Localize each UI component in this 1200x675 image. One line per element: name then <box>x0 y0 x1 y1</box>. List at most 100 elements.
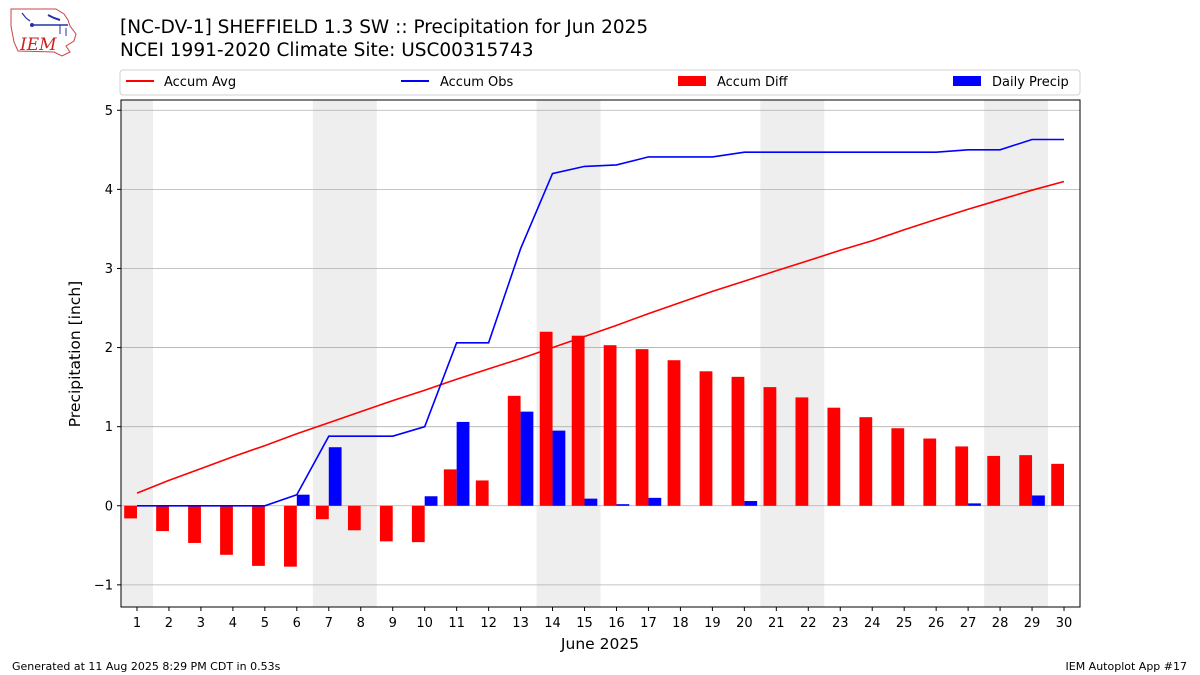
x-tick-label-6: 6 <box>293 616 301 631</box>
accum-diff-bar-6 <box>284 505 297 567</box>
x-tick-label-5: 5 <box>261 616 269 631</box>
accum-diff-bar-2 <box>156 505 169 532</box>
y-tick-label-3: 2 <box>105 341 113 356</box>
daily-precip-bar-10 <box>424 496 438 506</box>
daily-precip-bar-16 <box>616 504 630 506</box>
legend-label-accum-diff: Accum Diff <box>717 75 789 90</box>
accum-diff-bar-23 <box>827 407 841 506</box>
daily-precip-bar-11 <box>456 421 470 506</box>
chart-subtitle: NCEI 1991-2020 Climate Site: USC00315743 <box>120 40 534 61</box>
y-tick-label-2: 1 <box>105 420 113 435</box>
x-tick-label-11: 11 <box>448 616 465 631</box>
y-tick-label-1: 0 <box>105 499 113 514</box>
accum-obs-line <box>137 138 1064 507</box>
daily-precip-bar-15 <box>584 498 598 506</box>
x-tick-label-10: 10 <box>416 616 433 631</box>
line-marks <box>136 138 1065 507</box>
weekend-shading <box>121 100 1049 607</box>
plot-frame <box>120 99 1081 608</box>
logo-text: IEM <box>19 35 57 55</box>
daily-precip-bar-7 <box>328 447 342 506</box>
accum-diff-bar-5 <box>252 505 265 566</box>
accum-diff-bar-9 <box>379 505 393 542</box>
x-tick-label-1: 1 <box>133 616 141 631</box>
x-tick-label-23: 23 <box>832 616 849 631</box>
daily-precip-bar-13 <box>520 411 534 506</box>
accum-diff-bar-27 <box>955 446 969 506</box>
accum-diff-bar-19 <box>699 371 713 506</box>
daily-precip-bar-20 <box>744 501 758 506</box>
x-tick-label-3: 3 <box>197 616 205 631</box>
y-tick-label-0: −1 <box>94 578 113 593</box>
x-tick-label-16: 16 <box>608 616 625 631</box>
x-tick-label-21: 21 <box>768 616 785 631</box>
weekend-band-1 <box>312 100 377 607</box>
accum-diff-bar-3 <box>188 505 201 543</box>
x-tick-label-9: 9 <box>389 616 397 631</box>
x-tick-label-19: 19 <box>704 616 721 631</box>
accum-diff-bar-10 <box>411 505 425 543</box>
accum-diff-bar-17 <box>635 349 649 506</box>
x-tick-label-28: 28 <box>992 616 1009 631</box>
chart-legend: Accum Avg Accum Obs Accum Diff Daily Precip <box>119 69 1081 96</box>
chart-title: [NC-DV-1] SHEFFIELD 1.3 SW :: Precipitat… <box>120 17 649 38</box>
x-tick-label-14: 14 <box>544 616 561 631</box>
x-tick-label-8: 8 <box>357 616 365 631</box>
x-tick-label-26: 26 <box>928 616 945 631</box>
x-tick-label-12: 12 <box>480 616 497 631</box>
x-tick-label-17: 17 <box>640 616 657 631</box>
accum-diff-bar-14 <box>539 331 553 506</box>
iem-logo-icon: IEM <box>10 8 77 57</box>
legend-label-daily-precip: Daily Precip <box>992 75 1069 90</box>
accum-diff-bar-26 <box>923 438 937 506</box>
x-tick-label-4: 4 <box>229 616 237 631</box>
accum-diff-bar-22 <box>795 397 809 506</box>
x-axis-label: June 2025 <box>560 635 639 653</box>
accum-diff-bar-12 <box>475 480 489 506</box>
x-tick-label-20: 20 <box>736 616 753 631</box>
legend-label-accum-obs: Accum Obs <box>440 75 513 90</box>
accum-diff-bar-13 <box>507 395 521 506</box>
y-axis-label: Precipitation [inch] <box>66 281 84 427</box>
x-tick-label-22: 22 <box>800 616 817 631</box>
x-tick-label-24: 24 <box>864 616 881 631</box>
accum-diff-bar-11 <box>443 469 457 506</box>
daily-precip-bar-17 <box>648 497 662 506</box>
accum-diff-bar-16 <box>603 345 617 506</box>
accum-diff-bar-30 <box>1051 463 1065 506</box>
x-tick-label-29: 29 <box>1024 616 1041 631</box>
accum-diff-bar-24 <box>859 417 873 506</box>
accum-diff-bar-4 <box>220 505 233 555</box>
bar-marks <box>124 331 1065 567</box>
legend-swatch-accum-diff <box>678 76 706 86</box>
x-tick-label-25: 25 <box>896 616 913 631</box>
daily-precip-bar-14 <box>552 430 566 506</box>
generated-timestamp: Generated at 11 Aug 2025 8:29 PM CDT in … <box>12 660 281 673</box>
accum-diff-bar-21 <box>763 387 777 506</box>
weekend-band-3 <box>760 100 825 607</box>
x-tick-label-30: 30 <box>1056 616 1073 631</box>
weekend-band-4 <box>984 100 1049 607</box>
legend-label-accum-avg: Accum Avg <box>164 75 236 90</box>
accum-diff-bar-15 <box>571 335 585 506</box>
app-label: IEM Autoplot App #17 <box>1065 660 1188 673</box>
daily-precip-bar-29 <box>1032 495 1045 506</box>
weekend-band-0 <box>121 100 153 607</box>
accum-diff-bar-8 <box>347 505 361 531</box>
y-tick-label-5: 4 <box>105 183 113 198</box>
accum-diff-bar-28 <box>987 455 1001 506</box>
accum-avg-line <box>136 180 1065 494</box>
daily-precip-bar-27 <box>968 503 981 506</box>
x-tick-label-7: 7 <box>325 616 333 631</box>
x-tick-label-27: 27 <box>960 616 977 631</box>
y-tick-label-6: 5 <box>105 104 113 119</box>
legend-frame <box>119 69 1081 96</box>
x-tick-label-15: 15 <box>576 616 593 631</box>
x-tick-label-2: 2 <box>165 616 173 631</box>
accum-diff-bar-29 <box>1019 455 1033 506</box>
accum-diff-bar-25 <box>891 428 905 506</box>
x-tick-label-18: 18 <box>672 616 689 631</box>
x-tick-label-13: 13 <box>512 616 529 631</box>
legend-swatch-daily-precip <box>953 76 981 86</box>
